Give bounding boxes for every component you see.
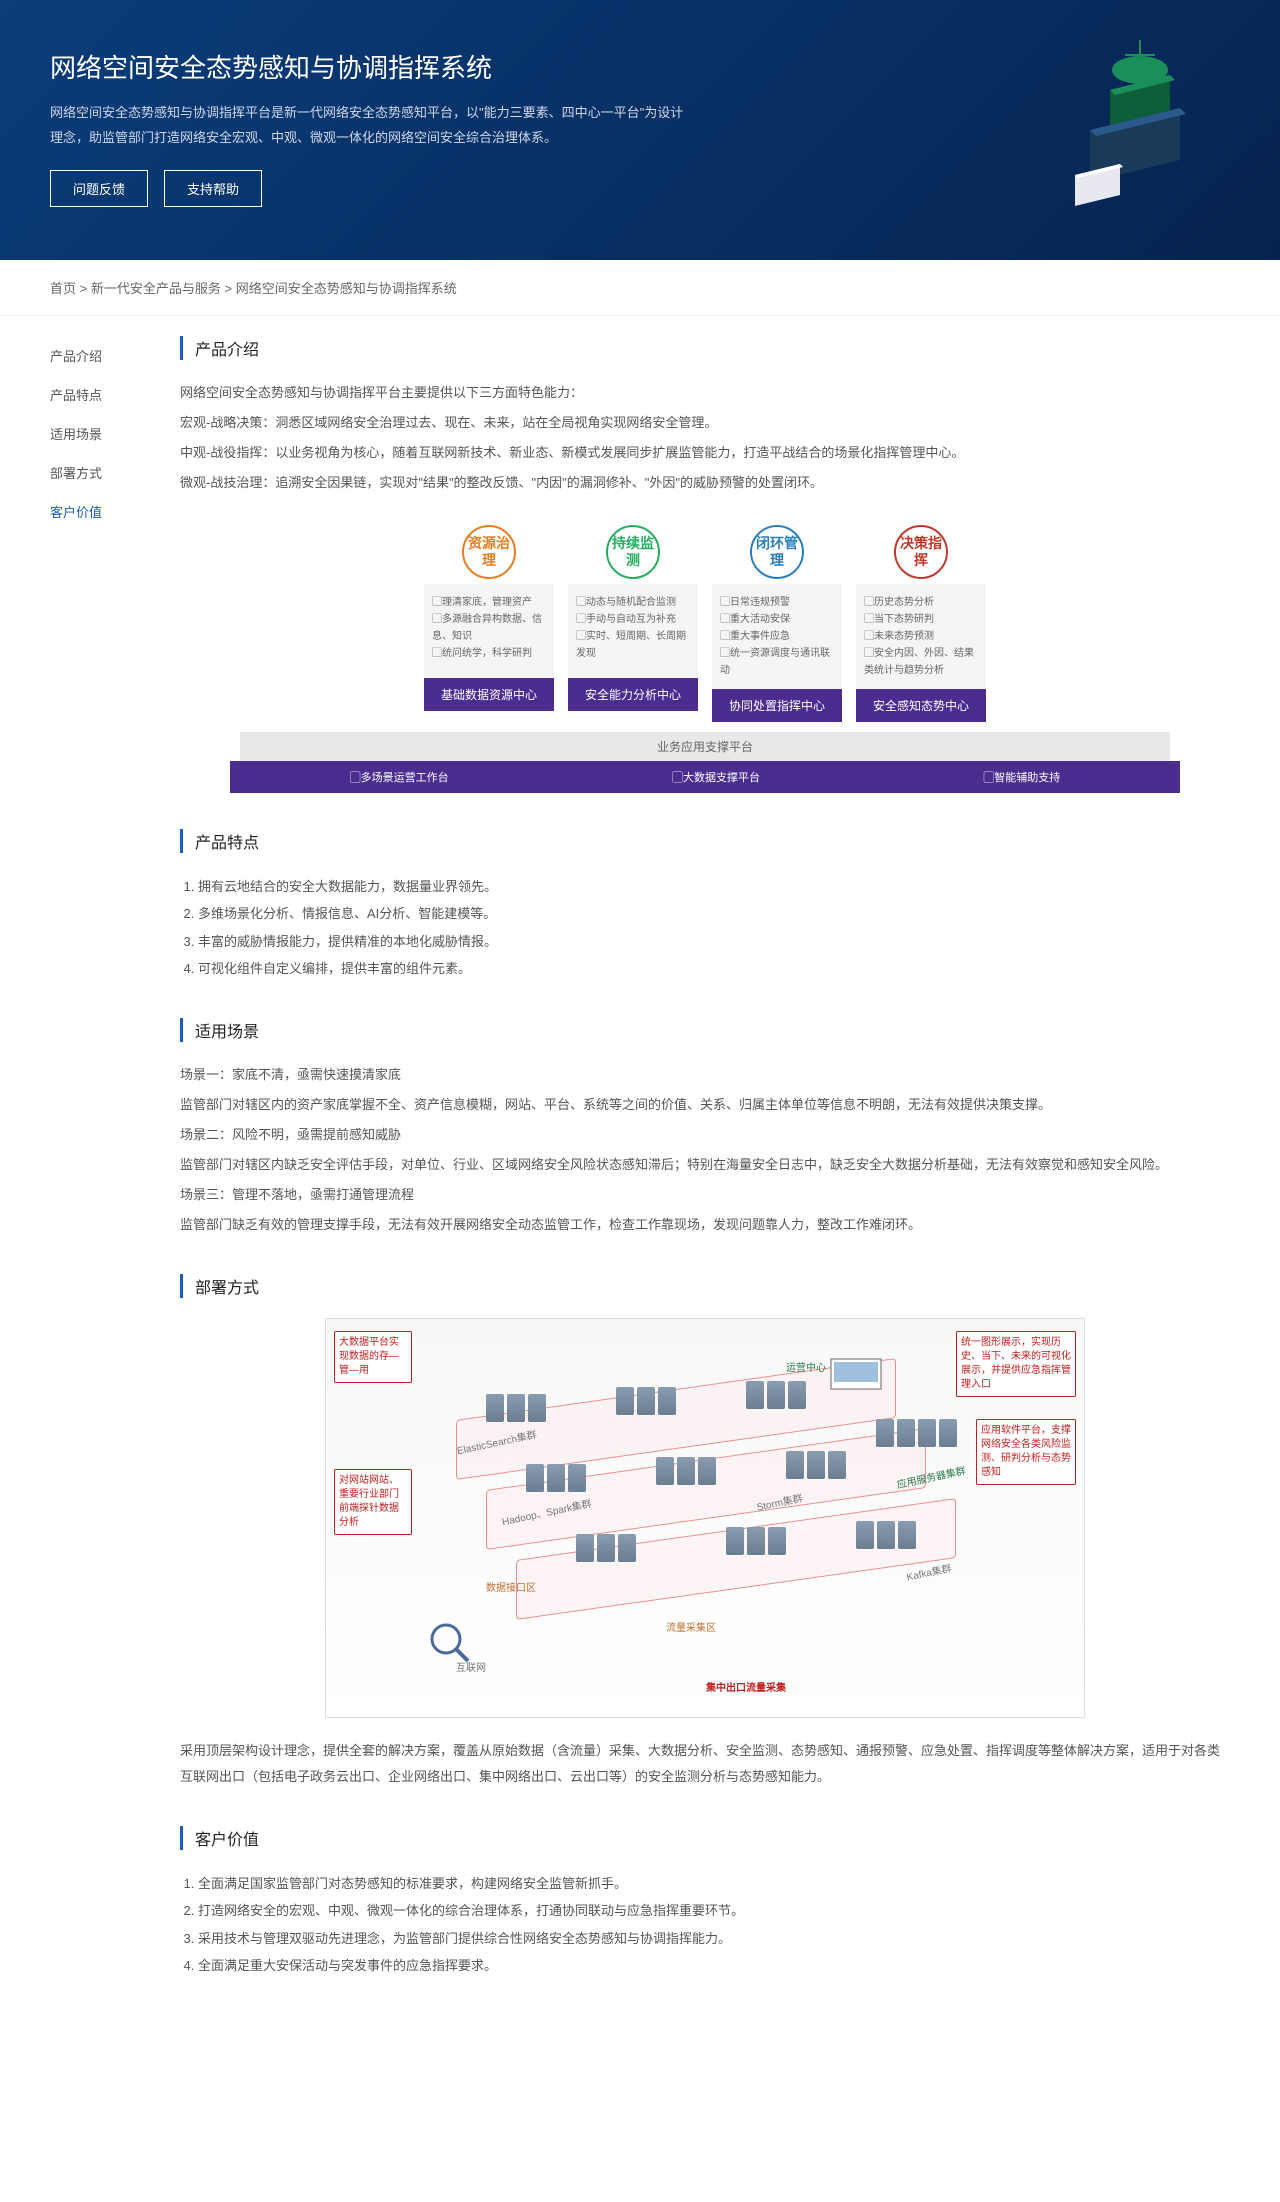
pillar-4-label: 安全感知态势中心 bbox=[856, 689, 986, 722]
pillar-2: 持续监测 ▢动态与随机配合监测 ▢手动与自动互为补充 ▢实时、短周期、长周期发现… bbox=[568, 520, 698, 722]
scene-2-desc: 监管部门对辖区内缺乏安全评估手段，对单位、行业、区域网络安全风险状态感知滞后；特… bbox=[180, 1152, 1230, 1178]
scene-3-desc: 监管部门缺乏有效的管理支撑手段，无法有效开展网络安全动态监管工作，检查工作靠现场… bbox=[180, 1212, 1230, 1238]
pillar-3: 闭环管理 ▢日常违规预警 ▢重大活动安保 ▢重大事件应急 ▢统一资源调度与通讯联… bbox=[712, 520, 842, 722]
value-1: 全面满足国家监管部门对态势感知的标准要求，构建网络安全监管新抓手。 bbox=[198, 1870, 1230, 1897]
traffic-collect: 流量采集区 bbox=[666, 1619, 716, 1634]
pillar-4: 决策指挥 ▢历史态势分析 ▢当下态势研判 ▢未来态势预测 ▢安全内因、外因、结果… bbox=[856, 520, 986, 722]
pillar-1-circle: 资源治理 bbox=[462, 525, 516, 579]
breadcrumb-current: 网络空间安全态势感知与协调指挥系统 bbox=[236, 281, 457, 296]
feature-2: 多维场景化分析、情报信息、AI分析、智能建模等。 bbox=[198, 900, 1230, 927]
pillar-1: 资源治理 ▢理清家底，管理资产 ▢多源融合异构数据、信息、知识 ▢统问统学，科学… bbox=[424, 520, 554, 722]
scenes-title: 适用场景 bbox=[180, 1018, 1230, 1042]
pillar-3-label: 协同处置指挥中心 bbox=[712, 689, 842, 722]
intro-p1: 网络空间安全态势感知与协调指挥平台主要提供以下三方面特色能力： bbox=[180, 380, 1230, 406]
value-3: 采用技术与管理双驱动先进理念，为监管部门提供综合性网络安全态势感知与协调指挥能力… bbox=[198, 1925, 1230, 1952]
section-deploy: 部署方式 大数据平台实现数据的存—管—用 统一图形展示，实现历史、当下、未来的可… bbox=[180, 1274, 1230, 1790]
deploy-title: 部署方式 bbox=[180, 1274, 1230, 1298]
section-features: 产品特点 拥有云地结合的安全大数据能力，数据量业界领先。 多维场景化分析、情报信… bbox=[180, 829, 1230, 982]
nav-intro[interactable]: 产品介绍 bbox=[50, 336, 170, 375]
intro-p4: 微观-战技治理：追溯安全因果链，实现对"结果"的整改反馈、"内因"的漏洞修补、"… bbox=[180, 470, 1230, 496]
pillars-diagram: 资源治理 ▢理清家底，管理资产 ▢多源融合异构数据、信息、知识 ▢统问统学，科学… bbox=[210, 520, 1200, 793]
breadcrumb-category[interactable]: 新一代安全产品与服务 bbox=[91, 281, 221, 296]
value-title: 客户价值 bbox=[180, 1826, 1230, 1850]
breadcrumb-home[interactable]: 首页 bbox=[50, 281, 76, 296]
pillar-4-body: ▢历史态势分析 ▢当下态势研判 ▢未来态势预测 ▢安全内因、外因、结果类统计与趋… bbox=[856, 584, 986, 689]
scene-3-title: 场景三：管理不落地，亟需打通管理流程 bbox=[180, 1182, 1230, 1208]
scene-1-desc: 监管部门对辖区内的资产家底掌握不全、资产信息模糊，网站、平台、系统等之间的价值、… bbox=[180, 1092, 1230, 1118]
nav-value[interactable]: 客户价值 bbox=[50, 492, 170, 531]
scene-1-title: 场景一：家底不清，亟需快速摸清家底 bbox=[180, 1062, 1230, 1088]
nav-scenes[interactable]: 适用场景 bbox=[50, 414, 170, 453]
intro-p3: 中观-战役指挥：以业务视角为核心，随着互联网新技术、新业态、新模式发展同步扩展监… bbox=[180, 440, 1230, 466]
data-interface: 数据接口区 bbox=[486, 1579, 536, 1594]
hero-banner: 网络空间安全态势感知与协调指挥系统 网络空间安全态势感知与协调指挥平台是新一代网… bbox=[0, 0, 1280, 260]
section-scenes: 适用场景 场景一：家底不清，亟需快速摸清家底 监管部门对辖区内的资产家底掌握不全… bbox=[180, 1018, 1230, 1238]
feature-3: 丰富的威胁情报能力，提供精准的本地化威胁情报。 bbox=[198, 928, 1230, 955]
value-4: 全面满足重大安保活动与突发事件的应急指挥要求。 bbox=[198, 1952, 1230, 1979]
pillar-1-body: ▢理清家底，管理资产 ▢多源融合异构数据、信息、知识 ▢统问统学，科学研判 bbox=[424, 584, 554, 678]
main-content: 产品介绍 网络空间安全态势感知与协调指挥平台主要提供以下三方面特色能力： 宏观-… bbox=[170, 336, 1230, 2015]
section-value: 客户价值 全面满足国家监管部门对态势感知的标准要求，构建网络安全监管新抓手。 打… bbox=[180, 1826, 1230, 1979]
deploy-note-3: 对网站网站、重要行业部门前端探针数据分析 bbox=[334, 1469, 412, 1535]
platform-sub: ▢多场景运营工作台 ▢大数据支撑平台 ▢智能辅助支持 bbox=[230, 761, 1180, 793]
intro-title: 产品介绍 bbox=[180, 336, 1230, 360]
nav-features[interactable]: 产品特点 bbox=[50, 375, 170, 414]
platform-title: 业务应用支撑平台 bbox=[240, 732, 1170, 761]
pillar-2-body: ▢动态与随机配合监测 ▢手动与自动互为补充 ▢实时、短周期、长周期发现 bbox=[568, 584, 698, 678]
deploy-diagram: 大数据平台实现数据的存—管—用 统一图形展示，实现历史、当下、未来的可视化展示，… bbox=[325, 1318, 1085, 1718]
nav-deploy[interactable]: 部署方式 bbox=[50, 453, 170, 492]
magnifier-icon bbox=[426, 1619, 476, 1669]
sidebar-nav: 产品介绍 产品特点 适用场景 部署方式 客户价值 bbox=[50, 336, 170, 2015]
breadcrumb: 首页 > 新一代安全产品与服务 > 网络空间安全态势感知与协调指挥系统 bbox=[0, 260, 1280, 316]
value-2: 打造网络安全的宏观、中观、微观一体化的综合治理体系，打通协同联动与应急指挥重要环… bbox=[198, 1897, 1230, 1924]
support-button[interactable]: 支持帮助 bbox=[164, 170, 262, 207]
pillar-3-body: ▢日常违规预警 ▢重大活动安保 ▢重大事件应急 ▢统一资源调度与通讯联动 bbox=[712, 584, 842, 689]
feature-1: 拥有云地结合的安全大数据能力，数据量业界领先。 bbox=[198, 873, 1230, 900]
deploy-note-4: 应用软件平台，支撑网络安全各类风险监测、研判分析与态势感知 bbox=[976, 1419, 1076, 1485]
deploy-note-2: 统一图形展示，实现历史、当下、未来的可视化展示，并提供应急指挥管理入口 bbox=[956, 1331, 1076, 1397]
feedback-button[interactable]: 问题反馈 bbox=[50, 170, 148, 207]
pillar-1-label: 基础数据资源中心 bbox=[424, 678, 554, 711]
egress-collect: 集中出口流量采集 bbox=[706, 1679, 786, 1694]
intro-p2: 宏观-战略决策：洞悉区域网络安全治理过去、现在、未来，站在全局视角实现网络安全管… bbox=[180, 410, 1230, 436]
deploy-note-1: 大数据平台实现数据的存—管—用 bbox=[334, 1331, 412, 1383]
hero-desc: 网络空间安全态势感知与协调指挥平台是新一代网络安全态势感知平台，以"能力三要素、… bbox=[50, 101, 690, 150]
pillar-2-circle: 持续监测 bbox=[606, 525, 660, 579]
features-title: 产品特点 bbox=[180, 829, 1230, 853]
hero-illustration bbox=[1020, 20, 1220, 220]
ops-center: 运营中心 bbox=[786, 1359, 826, 1374]
section-intro: 产品介绍 网络空间安全态势感知与协调指挥平台主要提供以下三方面特色能力： 宏观-… bbox=[180, 336, 1230, 793]
scene-2-title: 场景二：风险不明，亟需提前感知威胁 bbox=[180, 1122, 1230, 1148]
pillar-4-circle: 决策指挥 bbox=[894, 525, 948, 579]
feature-4: 可视化组件自定义编排，提供丰富的组件元素。 bbox=[198, 955, 1230, 982]
monitor-icon bbox=[826, 1354, 886, 1394]
deploy-desc: 采用顶层架构设计理念，提供全套的解决方案，覆盖从原始数据（含流量）采集、大数据分… bbox=[180, 1738, 1230, 1790]
pillar-2-label: 安全能力分析中心 bbox=[568, 678, 698, 711]
pillar-3-circle: 闭环管理 bbox=[750, 525, 804, 579]
